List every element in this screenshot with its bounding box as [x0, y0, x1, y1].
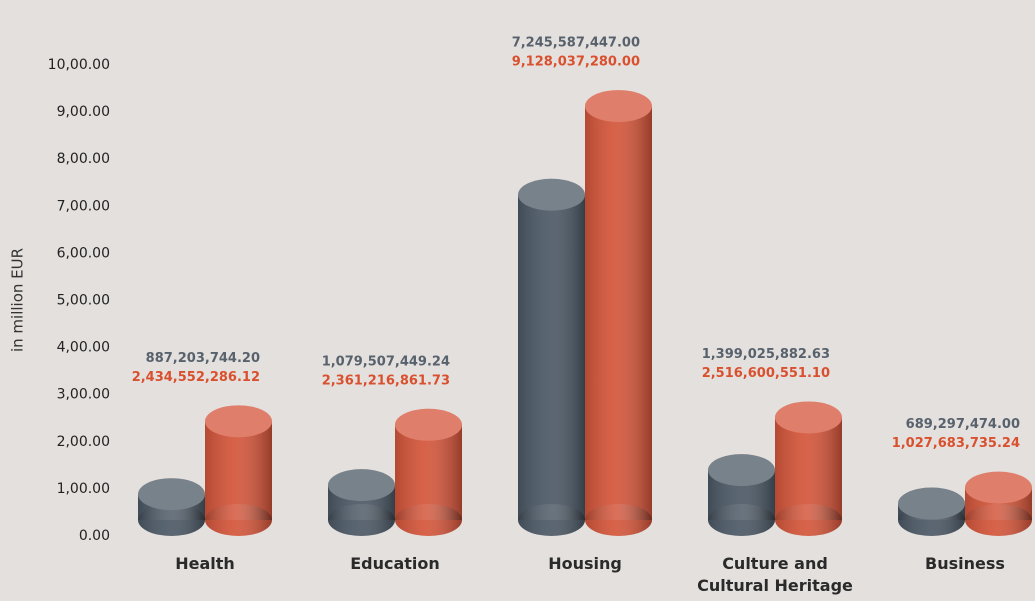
bar-top: [518, 178, 585, 211]
bar-top-light: [965, 471, 1032, 504]
value-label: 9,128,037,280.00: [512, 55, 640, 70]
y-tick-label: 0.00: [79, 528, 110, 544]
bar-bottom-shade: [138, 504, 205, 536]
bar: [708, 454, 775, 536]
bar: [138, 478, 205, 536]
bar-top: [708, 454, 775, 487]
bar-bottom-shade: [518, 504, 585, 536]
bar-top: [585, 90, 652, 123]
bar: [965, 471, 1032, 536]
bar-top: [205, 405, 272, 438]
x-tick-label: Culture and Cultural Heritage: [697, 554, 853, 595]
bar: [518, 178, 585, 536]
bar-bottom-shade: [775, 504, 842, 536]
bar-bottom-shade: [585, 504, 652, 536]
value-label: 887,203,744.20: [146, 351, 260, 366]
bar-bottom-shade: [205, 504, 272, 536]
y-tick-label: 5,00.00: [57, 293, 110, 309]
x-tick-label: Education: [350, 554, 440, 573]
bar: [898, 487, 965, 536]
bar-top-light: [328, 469, 395, 502]
bar-top-light: [898, 487, 965, 520]
bar-shade: [585, 106, 652, 520]
bar: [395, 408, 462, 536]
bar-top: [775, 401, 842, 434]
y-tick-label: 9,00.00: [57, 104, 110, 120]
bar-shade: [518, 194, 585, 520]
value-label: 689,297,474.00: [906, 417, 1020, 432]
bar-bottom-shade: [708, 504, 775, 536]
bar-top-light: [775, 401, 842, 434]
y-axis-label: in million EUR: [9, 248, 27, 352]
value-label: 1,399,025,882.63: [702, 347, 830, 362]
bar-bottom-shade: [965, 504, 1032, 536]
bar-top-light: [138, 478, 205, 511]
bar: [775, 401, 842, 536]
bar: [205, 405, 272, 536]
bar-top: [898, 487, 965, 520]
bar-shade: [205, 421, 272, 520]
bar-top: [328, 469, 395, 502]
bar-bottom-shade: [328, 504, 395, 536]
value-label: 2,361,216,861.73: [322, 373, 450, 388]
y-tick-label: 1,00.00: [57, 481, 110, 497]
bar: [585, 90, 652, 536]
value-label: 1,079,507,449.24: [322, 354, 450, 369]
y-tick-label: 3,00.00: [57, 387, 110, 403]
y-tick-label: 10,00.00: [48, 57, 110, 73]
bar-top: [138, 478, 205, 511]
y-tick-label: 2,00.00: [57, 434, 110, 450]
value-label: 2,434,552,286.12: [132, 370, 260, 385]
value-label: 7,245,587,447.00: [512, 36, 640, 51]
y-tick-label: 4,00.00: [57, 340, 110, 356]
x-tick-label: Health: [175, 554, 235, 573]
bar-top-light: [395, 408, 462, 441]
bar-top: [395, 408, 462, 441]
bar: [328, 469, 395, 536]
y-tick-label: 7,00.00: [57, 198, 110, 214]
y-tick-label: 8,00.00: [57, 151, 110, 167]
value-label: 1,027,683,735.24: [892, 436, 1020, 451]
bar-shade: [775, 417, 842, 520]
bar-top-light: [205, 405, 272, 438]
bar-top-light: [518, 178, 585, 211]
bar-bottom-shade: [395, 504, 462, 536]
value-label: 2,516,600,551.10: [702, 366, 830, 381]
bar-top-light: [708, 454, 775, 487]
x-tick-label: Housing: [548, 554, 622, 573]
bar-top: [965, 471, 1032, 504]
x-tick-label: Business: [925, 554, 1005, 573]
y-tick-label: 6,00.00: [57, 245, 110, 261]
bar-top-light: [585, 90, 652, 123]
